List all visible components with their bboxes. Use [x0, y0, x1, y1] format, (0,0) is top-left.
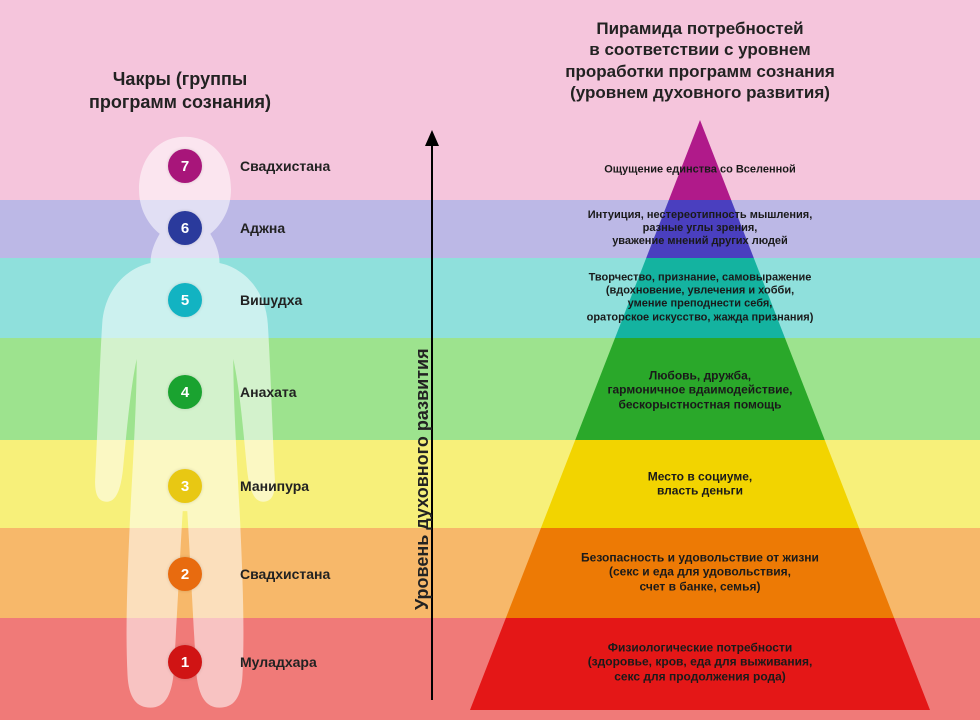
pyramid-level-label: Физиологические потребности(здоровье, кр…	[485, 640, 915, 683]
pyramid-level-label: Любовь, дружба,гармоничное вдаимодействи…	[485, 368, 915, 411]
title-left: Чакры (группыпрограмм сознания)	[50, 68, 310, 113]
pyramid-level-label: Безопасность и удовольствие от жизни(сек…	[485, 550, 915, 593]
axis-label: Уровень духовного развития	[412, 348, 433, 610]
pyramid-level-label: Интуиция, нестереотипность мышления,разн…	[485, 209, 915, 249]
pyramid-level-label: Творчество, признание, самовыражение(вдо…	[485, 272, 915, 325]
pyramid-level-label: Место в социуме,власть деньги	[485, 470, 915, 499]
title-right: Пирамида потребностейв соответствии с ур…	[510, 18, 890, 103]
pyramid-level-label: Ощущение единства со Вселенной	[485, 163, 915, 176]
